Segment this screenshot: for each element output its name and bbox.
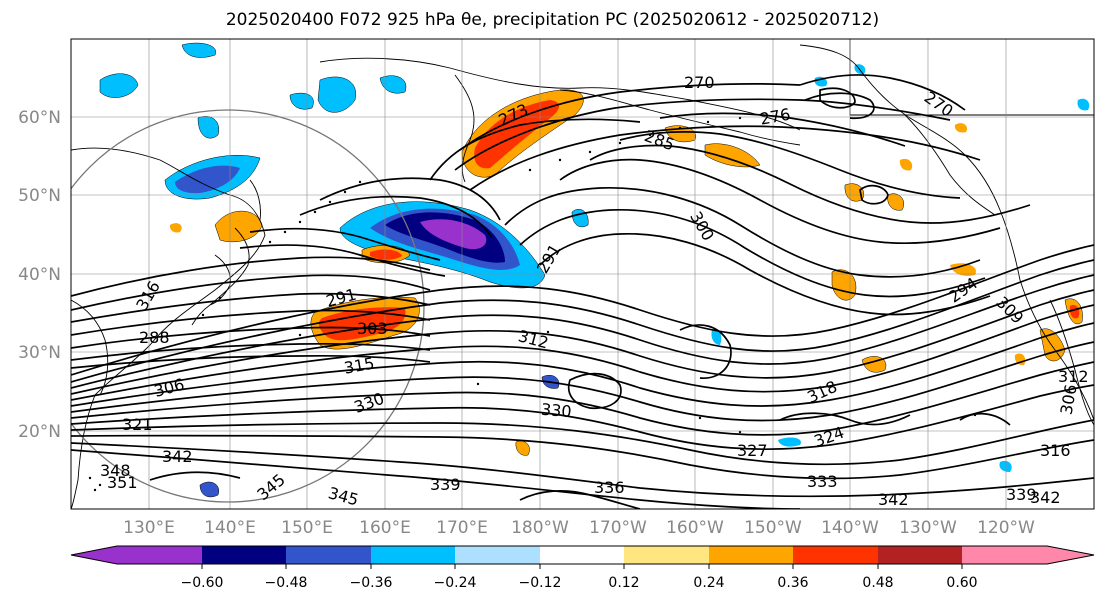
colorbar-tick-label: −0.24 <box>434 575 477 591</box>
lon-label: 120°W <box>977 518 1035 538</box>
lat-label: 30°N <box>18 343 61 363</box>
contour-label: 330 <box>352 389 387 417</box>
colorbar-ticks <box>201 564 963 569</box>
colorbar-segment <box>540 546 624 564</box>
colorbar-segment <box>878 546 962 564</box>
colorbar-tick-label: −0.12 <box>519 575 562 591</box>
contour-label: 276 <box>759 105 792 129</box>
contour-label: 324 <box>812 423 847 451</box>
contour-label: 270 <box>684 73 715 92</box>
plot-title: 2025020400 F072 925 hPa θe, precipitatio… <box>225 10 880 30</box>
contour-label: 316 <box>1040 441 1071 460</box>
colorbar-outline <box>70 545 1095 565</box>
lon-label: 170°W <box>589 518 647 538</box>
lon-label: 170°E <box>436 518 488 538</box>
colorbar-segment <box>962 546 1047 564</box>
colorbar-segment <box>793 546 878 564</box>
colorbar-segment <box>286 546 371 564</box>
lon-label: 130°W <box>899 518 957 538</box>
colorbar-segment <box>709 546 793 564</box>
map-frame <box>70 38 1095 510</box>
contour-label: 300 <box>686 208 718 244</box>
colorbar-tick-label: −0.36 <box>350 575 393 591</box>
colorbar-tick-label: 0.12 <box>608 575 639 591</box>
colorbar: −0.60 −0.48 −0.36 −0.24 −0.12 0.12 0.24 … <box>70 545 1095 591</box>
contour-label: 342 <box>1030 488 1061 507</box>
colorbar-tick-label: −0.60 <box>181 575 224 591</box>
contour-label: 309 <box>992 293 1027 328</box>
lon-label: 160°W <box>666 518 724 538</box>
lat-label: 40°N <box>18 265 61 285</box>
lon-label: 130°E <box>123 518 175 538</box>
latitude-labels: 60°N 50°N 40°N 30°N 20°N <box>18 108 61 442</box>
colorbar-tick-label: −0.48 <box>265 575 308 591</box>
lon-label: 150°E <box>281 518 333 538</box>
theta-e-contours <box>71 74 1094 509</box>
lon-label: 160°E <box>359 518 411 538</box>
contour-label: 318 <box>804 377 840 407</box>
contour-label: 330 <box>540 400 572 422</box>
contour-label: 306 <box>1057 383 1081 416</box>
contour-label: 321 <box>122 415 153 434</box>
colorbar-tick-labels: −0.60 −0.48 −0.36 −0.24 −0.12 0.12 0.24 … <box>181 575 978 591</box>
colorbar-segment <box>371 546 455 564</box>
contour-label: 342 <box>878 490 909 509</box>
colorbar-segment <box>624 546 709 564</box>
colorbar-segment <box>117 546 202 564</box>
contour-label: 339 <box>1006 485 1037 504</box>
contour-label: 288 <box>139 328 170 347</box>
lon-label: 140°W <box>821 518 879 538</box>
precip-shading <box>99 42 1090 498</box>
contour-label: 336 <box>594 478 625 497</box>
colorbar-tick-label: 0.36 <box>777 575 808 591</box>
longitude-labels: 130°E 140°E 150°E 160°E 170°E 180°W 170°… <box>123 518 1035 538</box>
colorbar-segment <box>1047 546 1094 564</box>
colorbar-tick-label: 0.48 <box>862 575 893 591</box>
colorbar-segment <box>202 546 286 564</box>
contour-label: 351 <box>107 473 138 492</box>
contour-label: 303 <box>357 319 388 338</box>
colorbar-segment <box>455 546 540 564</box>
lon-label: 180°W <box>511 518 569 538</box>
contour-label: 306 <box>152 375 186 401</box>
contour-label: 345 <box>326 483 360 509</box>
contour-label: 327 <box>737 441 768 460</box>
colorbar-segment <box>71 546 117 564</box>
contour-label: 348 <box>100 461 131 480</box>
lat-label: 50°N <box>18 186 61 206</box>
contour-label: 339 <box>430 475 461 494</box>
lat-label: 20°N <box>18 422 61 442</box>
lon-label: 150°W <box>744 518 802 538</box>
colorbar-tick-label: 0.60 <box>946 575 977 591</box>
contour-label: 333 <box>807 472 838 491</box>
lat-label: 60°N <box>18 108 61 128</box>
colorbar-tick-label: 0.24 <box>693 575 724 591</box>
contour-label: 312 <box>1058 367 1089 386</box>
contour-label: 312 <box>516 326 550 352</box>
contour-label: 315 <box>343 354 376 378</box>
lon-label: 140°E <box>204 518 256 538</box>
contour-label: 342 <box>162 447 193 466</box>
